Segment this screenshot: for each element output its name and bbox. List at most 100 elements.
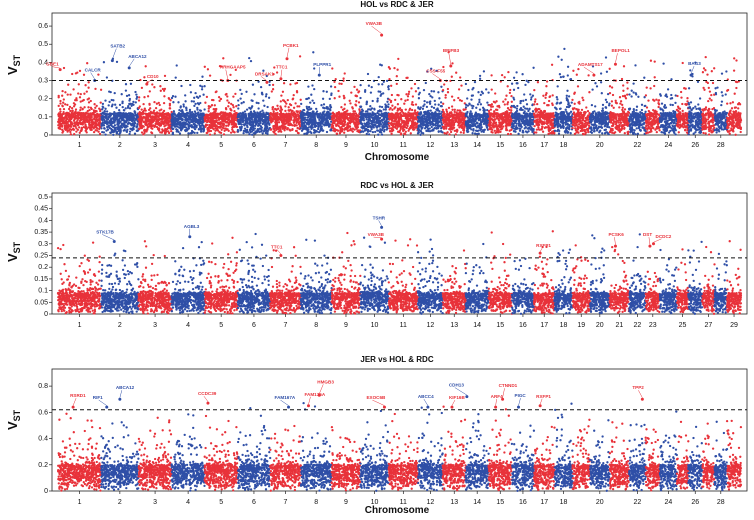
data-point <box>136 123 138 125</box>
data-point <box>90 119 92 121</box>
data-point <box>62 102 64 104</box>
data-point <box>73 115 75 117</box>
data-point <box>201 76 203 78</box>
data-point <box>114 116 116 118</box>
data-point <box>111 129 113 131</box>
data-point <box>144 130 146 132</box>
data-point <box>77 115 79 117</box>
data-point <box>103 113 105 115</box>
data-point <box>86 112 88 114</box>
data-point <box>143 96 145 98</box>
data-point <box>71 107 73 109</box>
data-point <box>156 103 158 105</box>
data-point <box>169 103 171 105</box>
data-point <box>62 111 64 113</box>
data-point <box>63 108 65 110</box>
y-tick-label: 0.5 <box>38 41 48 48</box>
data-point <box>168 117 170 119</box>
data-point <box>151 132 153 134</box>
data-point <box>131 103 133 105</box>
data-point <box>111 105 113 107</box>
data-point <box>153 86 155 88</box>
data-point <box>138 118 140 120</box>
data-point <box>108 101 110 103</box>
data-point <box>172 101 174 103</box>
data-point <box>96 115 98 117</box>
data-point <box>58 112 60 114</box>
data-point <box>90 100 92 102</box>
data-point <box>82 108 84 110</box>
data-point <box>67 84 69 86</box>
data-point <box>69 110 71 112</box>
data-point <box>106 110 108 112</box>
data-point <box>61 95 63 97</box>
data-point <box>64 120 66 122</box>
data-point <box>93 115 95 117</box>
data-point <box>59 100 61 102</box>
data-point <box>98 122 100 124</box>
data-point <box>72 110 74 112</box>
data-point <box>68 129 70 131</box>
data-point <box>75 108 77 110</box>
data-point <box>128 94 130 96</box>
data-point <box>74 121 76 123</box>
data-point <box>80 106 82 108</box>
data-point <box>78 83 80 85</box>
data-point <box>165 112 167 114</box>
data-point <box>155 112 157 114</box>
data-point <box>88 101 90 103</box>
data-point <box>112 134 114 136</box>
data-point <box>66 104 68 106</box>
data-point <box>101 124 103 126</box>
panel-title-hol: HOL vs RDC & JER <box>360 0 433 9</box>
data-point <box>129 107 131 109</box>
data-point <box>167 130 169 132</box>
data-point <box>159 104 161 106</box>
data-point <box>75 112 77 114</box>
data-point <box>90 107 92 109</box>
data-point <box>69 93 71 95</box>
data-point <box>167 115 169 117</box>
data-point <box>150 116 152 118</box>
data-point <box>75 130 77 132</box>
figure-svg: HOL vs RDC & JER VST Chromosome 00.10.20… <box>0 0 754 520</box>
data-point <box>119 121 121 123</box>
ylabel-hol: VST <box>5 54 22 75</box>
data-point <box>116 61 118 63</box>
data-point <box>118 123 120 125</box>
data-point <box>74 124 76 126</box>
data-point <box>149 90 151 92</box>
data-point <box>98 124 100 126</box>
data-point <box>145 109 147 111</box>
data-point <box>70 114 72 116</box>
data-point <box>155 107 157 109</box>
data-point <box>149 107 151 109</box>
data-point <box>142 116 144 118</box>
data-point <box>141 119 143 121</box>
data-point <box>203 108 205 110</box>
data-point <box>159 114 161 116</box>
point-cloud <box>57 34 742 136</box>
data-point <box>59 117 61 119</box>
data-point <box>58 123 60 125</box>
data-point <box>128 133 130 135</box>
data-point <box>151 128 153 130</box>
data-point <box>93 103 95 105</box>
data-point <box>119 128 121 130</box>
data-point <box>71 73 73 75</box>
data-point <box>133 122 135 124</box>
data-point <box>84 124 86 126</box>
data-point <box>113 130 115 132</box>
data-point <box>77 112 79 114</box>
data-point <box>140 112 142 114</box>
data-point <box>126 95 128 97</box>
data-point <box>163 95 165 97</box>
data-point <box>96 129 98 131</box>
data-point <box>123 125 125 127</box>
data-point <box>135 98 137 100</box>
data-point <box>107 118 109 120</box>
data-point <box>138 107 140 109</box>
data-point <box>125 121 127 123</box>
data-point <box>100 127 102 129</box>
data-point <box>194 92 196 94</box>
